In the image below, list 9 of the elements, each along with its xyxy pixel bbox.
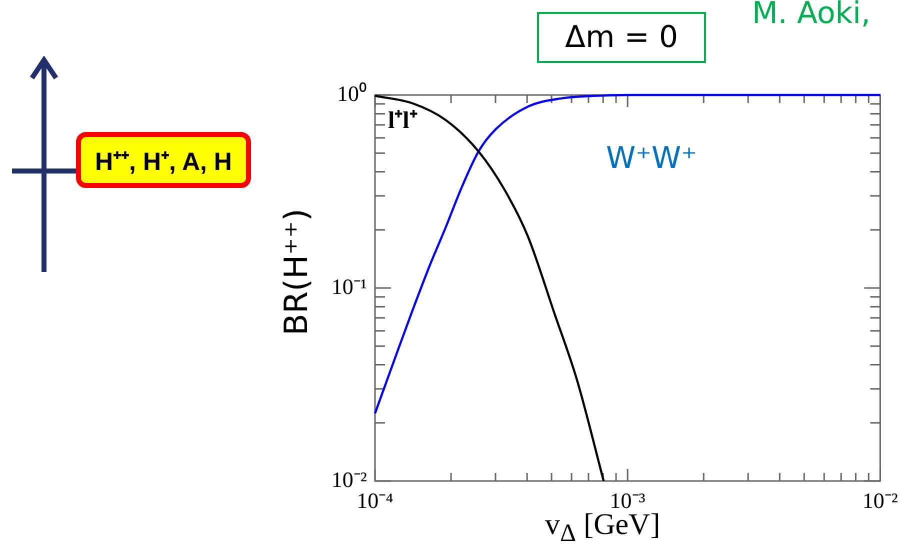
text: H⁺⁺, H⁺, A, H bbox=[76, 132, 251, 188]
series-label: l⁺l⁺ bbox=[388, 108, 418, 134]
x-tick-label: 10⁻² bbox=[862, 488, 898, 513]
y-axis-title: BR(H⁺⁺) bbox=[277, 208, 315, 336]
y-tick-label: 10⁻¹ bbox=[331, 274, 367, 299]
text: M. Aoki, bbox=[752, 0, 871, 31]
y-tick-label: 10⁰ bbox=[337, 80, 367, 106]
text: Δm = 0 bbox=[537, 12, 706, 63]
series-label: W⁺W⁺ bbox=[606, 141, 697, 176]
